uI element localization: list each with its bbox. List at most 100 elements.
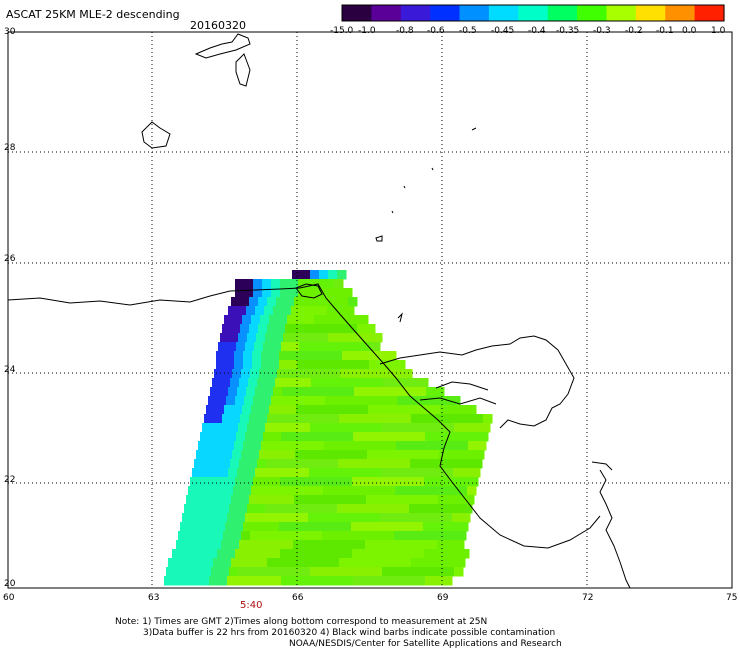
wind-cell <box>238 567 248 577</box>
wind-cell <box>355 333 365 343</box>
wind-cell <box>282 306 292 316</box>
wind-cell <box>289 279 299 289</box>
wind-cell <box>299 342 309 352</box>
wind-cell <box>232 531 242 541</box>
wind-cell <box>195 495 205 505</box>
wind-cell <box>279 351 289 361</box>
wind-cell <box>372 387 382 397</box>
wind-cell <box>362 576 372 586</box>
wind-cell <box>308 342 318 352</box>
wind-cell <box>339 495 349 505</box>
wind-cell <box>211 567 221 577</box>
wind-cell <box>418 423 428 433</box>
wind-cell <box>300 306 310 316</box>
wind-cell <box>307 396 317 406</box>
wind-cell <box>379 396 389 406</box>
wind-cell <box>315 441 325 451</box>
wind-cell <box>313 450 323 460</box>
wind-cell <box>378 351 388 361</box>
wind-cell <box>373 423 383 433</box>
wind-cell <box>271 396 281 406</box>
wind-cell <box>240 324 250 334</box>
wind-cell <box>298 549 308 559</box>
wind-cell <box>239 540 249 550</box>
wind-cell <box>263 576 273 586</box>
wind-cell <box>322 369 332 379</box>
wind-cell <box>349 369 359 379</box>
wind-cell <box>218 342 228 352</box>
wind-cell <box>348 414 358 424</box>
wind-cell <box>200 576 210 586</box>
wind-cell <box>420 495 430 505</box>
wind-cell <box>205 450 215 460</box>
wind-cell <box>461 513 471 523</box>
wind-cell <box>455 459 465 469</box>
coastlines <box>7 33 631 589</box>
wind-cell <box>443 576 453 586</box>
wind-cell <box>204 495 214 505</box>
wind-cell <box>400 567 410 577</box>
coastline <box>471 127 477 131</box>
wind-cell <box>321 414 331 424</box>
wind-cell <box>216 522 226 532</box>
wind-cell <box>218 513 228 523</box>
wind-cell <box>213 558 223 568</box>
wind-cell <box>227 432 237 442</box>
wind-cell <box>365 540 375 550</box>
wind-cell <box>300 468 310 478</box>
wind-cell <box>235 396 245 406</box>
colorbar-swatch <box>400 5 431 21</box>
lon-label: 60 <box>3 593 15 603</box>
wind-cell <box>346 567 356 577</box>
wind-cell <box>391 423 401 433</box>
wind-cell <box>202 504 212 514</box>
colorbar-label: -0.35 <box>556 26 580 36</box>
wind-cell <box>334 396 344 406</box>
wind-cell <box>182 576 192 586</box>
wind-cell <box>357 558 367 568</box>
wind-cell <box>312 495 322 505</box>
wind-cell <box>276 324 286 334</box>
wind-cell <box>385 531 395 541</box>
wind-cell <box>289 396 299 406</box>
wind-cell <box>212 459 222 469</box>
wind-cell <box>295 369 305 379</box>
note-line-3: NOAA/NESDIS/Center for Satellite Applica… <box>289 639 562 649</box>
wind-cell <box>303 558 313 568</box>
wind-cell <box>371 432 381 442</box>
wind-cell <box>394 450 404 460</box>
wind-cell <box>433 477 443 487</box>
wind-cell <box>294 495 304 505</box>
pass-time-label: 5:40 <box>240 600 263 611</box>
wind-cell <box>281 513 291 523</box>
wind-cell <box>402 558 412 568</box>
coastline <box>391 210 394 214</box>
wind-cell <box>281 432 291 442</box>
wind-cell <box>319 270 329 280</box>
wind-cell <box>390 468 400 478</box>
wind-cell <box>305 486 315 496</box>
wind-cell <box>228 468 238 478</box>
wind-cell <box>386 486 396 496</box>
wind-cell <box>336 306 346 316</box>
wind-cell <box>343 549 353 559</box>
wind-cell <box>442 396 452 406</box>
wind-cell <box>287 486 297 496</box>
wind-cell <box>268 531 278 541</box>
wind-cell <box>340 531 350 541</box>
wind-cell <box>473 459 483 469</box>
wind-cell <box>447 414 457 424</box>
wind-cell <box>233 486 243 496</box>
wind-cell <box>369 351 379 361</box>
wind-cell <box>177 558 187 568</box>
wind-cell <box>321 297 331 307</box>
wind-cell <box>409 423 419 433</box>
coastline <box>591 461 613 471</box>
colorbar-swatch <box>342 5 372 21</box>
lon-label: 66 <box>292 593 304 603</box>
wind-cell <box>391 567 401 577</box>
colorbar-swatch <box>547 5 578 21</box>
colorbar-label: -1.0 <box>358 26 376 36</box>
wind-cell <box>248 378 258 388</box>
wind-cell <box>315 351 325 361</box>
